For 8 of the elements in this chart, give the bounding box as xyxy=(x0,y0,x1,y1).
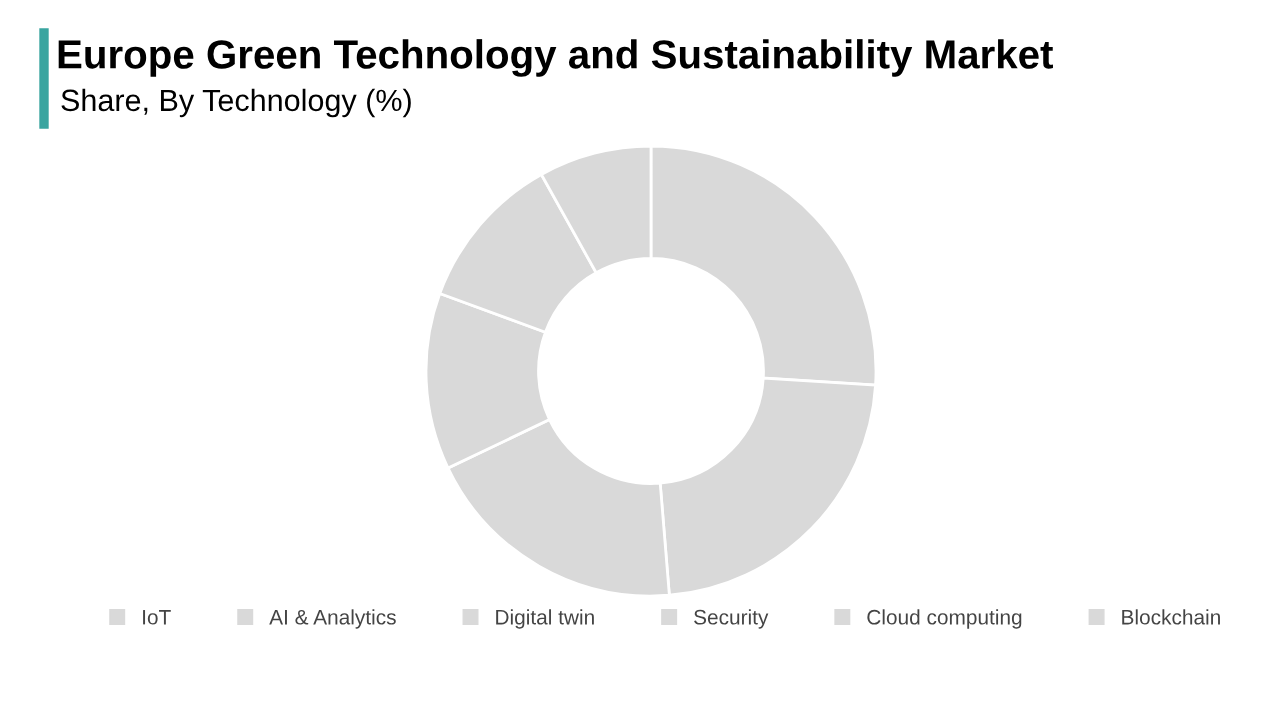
legend-label: IoT xyxy=(143,610,171,625)
legend-label: AI & Analytics xyxy=(269,609,396,629)
legend-label: Blockchain xyxy=(1122,609,1220,625)
legend-label: Security xyxy=(694,609,769,629)
chart-subtitle: Share, By Technology (%) xyxy=(61,88,411,118)
legend-label: Cloud computing xyxy=(867,609,1022,629)
chart-title: Europe Green Technology and Sustainability Market xyxy=(58,39,1053,77)
legend-label: Digital twin xyxy=(496,609,594,629)
